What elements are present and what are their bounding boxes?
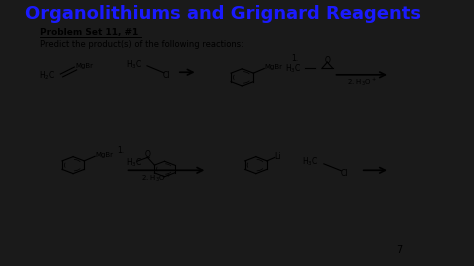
Text: MgBr: MgBr	[95, 152, 113, 158]
Text: O: O	[324, 56, 330, 65]
Text: 2. H$_3$O$^+$: 2. H$_3$O$^+$	[347, 76, 377, 88]
Text: H$_2$C: H$_2$C	[39, 70, 55, 82]
Text: H$_3$C: H$_3$C	[302, 156, 319, 168]
Text: MgBr: MgBr	[264, 64, 282, 70]
Text: Cl: Cl	[340, 169, 348, 178]
Text: Problem Set 11, #1: Problem Set 11, #1	[40, 28, 138, 37]
Text: 2. H$_3$O$^+$: 2. H$_3$O$^+$	[141, 172, 171, 184]
Text: O: O	[145, 150, 150, 159]
Text: 1.: 1.	[117, 146, 124, 155]
Text: H$_3$C: H$_3$C	[285, 62, 301, 75]
Text: H$_3$C: H$_3$C	[126, 58, 142, 71]
Text: Organolithiums and Grignard Reagents: Organolithiums and Grignard Reagents	[25, 5, 421, 23]
Text: Li: Li	[275, 152, 281, 161]
Text: 7: 7	[397, 245, 403, 255]
Text: Predict the product(s) of the following reactions:: Predict the product(s) of the following …	[40, 40, 244, 49]
Text: Cl: Cl	[163, 71, 171, 80]
Text: 1.: 1.	[291, 53, 298, 63]
Text: H$_3$C: H$_3$C	[127, 156, 143, 169]
Text: MgBr: MgBr	[75, 63, 93, 69]
